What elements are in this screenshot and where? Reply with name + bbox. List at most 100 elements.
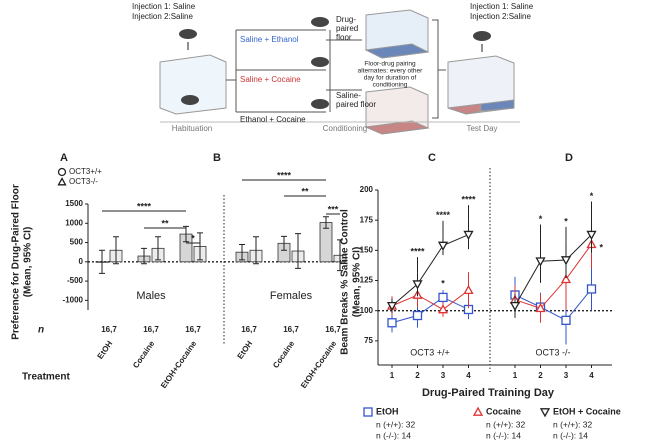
- point: [560, 273, 572, 284]
- x-tick-label: 4: [589, 371, 594, 380]
- y-tick-label: 100: [360, 306, 374, 315]
- x-tick-label: 1: [513, 371, 518, 380]
- y-axis-label: (Mean, 95% CI): [23, 227, 34, 298]
- drug-floor-label: Drug-: [336, 15, 356, 24]
- y-tick-label: 1500: [65, 199, 83, 208]
- series-line: [514, 244, 592, 309]
- legend-symbol: [57, 167, 67, 177]
- n-value: 16,7: [143, 325, 159, 334]
- test-floor-drug: [480, 99, 515, 112]
- y-tick-label: 1000: [65, 218, 83, 227]
- stage-label: Test Day: [466, 124, 497, 133]
- arm-label: Saline + Cocaine: [240, 75, 301, 84]
- saline-floor: [364, 120, 430, 135]
- stage-label: Conditioning: [323, 124, 367, 133]
- legend-n: n (+/+): 32: [486, 419, 525, 429]
- error-bar: [155, 236, 161, 261]
- y-axis-label: (Mean, 95% CI): [352, 247, 363, 318]
- legend-n: n (+/+): 32: [553, 419, 592, 429]
- n-label: n: [38, 325, 44, 336]
- y-tick-label: 500: [70, 238, 84, 247]
- y-tick-label: 0: [79, 257, 84, 266]
- y-tick-label: -1000: [63, 295, 84, 304]
- sig-label: *: [191, 233, 195, 243]
- y-tick-label: 75: [364, 336, 373, 345]
- legend-n: n (+/+): 32: [376, 419, 415, 429]
- treatment-label: Treatment: [22, 372, 70, 383]
- sig-label: ****: [410, 246, 425, 256]
- arm-label: Ethanol + Cocaine: [240, 115, 306, 124]
- y-tick-label: 150: [360, 245, 374, 254]
- legend-label: EtOH: [376, 406, 399, 416]
- error-bar: [295, 233, 301, 269]
- error-bar: [323, 216, 329, 229]
- legend-n: n (-/-): 14: [553, 430, 588, 440]
- stage-label: Habituation: [172, 124, 212, 133]
- error-bar: [197, 232, 203, 261]
- point: [386, 302, 398, 312]
- x-tick-label: EtOH: [236, 339, 255, 361]
- x-tick-label: Cocaine: [271, 339, 297, 370]
- x-tick-label: 3: [564, 371, 569, 380]
- sig-label: ****: [277, 170, 292, 180]
- saline-floor-label: Saline-: [336, 91, 361, 100]
- arrows: [326, 30, 362, 112]
- point: [561, 315, 571, 325]
- sig-label: *: [600, 243, 604, 253]
- facet-label: Females: [270, 290, 313, 302]
- x-axis-label: Drug-Paired Training Day: [422, 387, 555, 399]
- facet-label: OCT3 +/+: [410, 347, 450, 357]
- facet-label: Males: [136, 290, 166, 302]
- y-tick-label: -500: [67, 276, 84, 285]
- sig-label: *: [564, 216, 568, 226]
- error-bar: [253, 236, 259, 265]
- x-tick-label: 2: [538, 371, 543, 380]
- legend-n: n (-/-): 14: [376, 430, 411, 440]
- injection-text: Injection 1: Saline: [470, 2, 534, 11]
- series-line: [391, 289, 469, 311]
- note: Floor-drug pairing: [364, 61, 416, 68]
- note: day for duration of: [364, 75, 417, 82]
- panel-letter: C: [428, 152, 436, 164]
- n-value: 16,7: [241, 325, 257, 334]
- x-tick-label: 3: [441, 371, 446, 380]
- sig-label: ****: [436, 210, 451, 220]
- injection-text: Injection 1: Saline: [132, 2, 196, 11]
- x-tick-label: Cocaine: [131, 339, 157, 370]
- panel-letter: B: [213, 152, 221, 164]
- note: conditioning: [373, 82, 408, 89]
- sig-label: *: [441, 279, 445, 289]
- x-tick-label: EtOH+Cocaine: [299, 339, 339, 390]
- point: [535, 302, 546, 313]
- mouse: [473, 31, 491, 41]
- protocol-diagram: [159, 9, 520, 135]
- error-bar: [141, 247, 147, 265]
- point: [586, 284, 597, 294]
- panel-letter: A: [60, 152, 68, 164]
- x-tick-label: EtOH+Cocaine: [159, 339, 199, 390]
- legend-symbol: [472, 406, 484, 416]
- x-tick-label: 1: [390, 371, 395, 380]
- legend-symbol: [57, 177, 67, 186]
- n-value: 16,7: [101, 325, 117, 334]
- error-bar: [281, 235, 287, 251]
- point: [509, 302, 521, 312]
- sig-label: *: [539, 214, 543, 224]
- error-bar: [337, 239, 343, 272]
- mouse: [311, 17, 329, 27]
- legend-symbol: [363, 407, 373, 417]
- x-tick-label: 4: [466, 371, 471, 380]
- sig-label: **: [301, 186, 309, 196]
- drug-floor: [364, 43, 430, 59]
- habituation-box: [159, 54, 227, 115]
- panel-letter: D: [565, 152, 573, 164]
- y-tick-label: 200: [360, 185, 374, 194]
- legend-symbol: [539, 408, 551, 418]
- point: [535, 257, 546, 267]
- point: [412, 310, 423, 321]
- point: [463, 284, 474, 295]
- sig-label: **: [161, 218, 169, 228]
- mouse: [181, 95, 199, 105]
- sig-label: ***: [328, 204, 339, 214]
